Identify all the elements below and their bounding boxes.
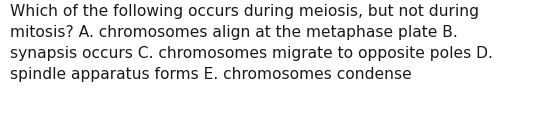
Text: Which of the following occurs during meiosis, but not during
mitosis? A. chromos: Which of the following occurs during mei… [10, 4, 493, 82]
